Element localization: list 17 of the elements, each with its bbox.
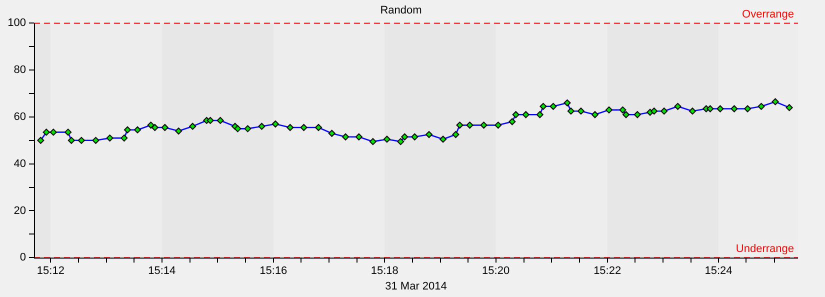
x-tick-label: 15:24 [704,265,732,278]
y-tick-label: 80 [14,64,26,76]
x-tick-label: 15:20 [482,265,510,278]
ref-line-label: Underrange [736,243,794,256]
y-tick-label: 60 [14,110,26,123]
y-tick-label: 100 [8,17,26,30]
y-tick-label: 20 [14,204,26,217]
x-axis-title: 31 Mar 2014 [385,280,447,292]
x-tick-label: 15:22 [594,265,622,278]
y-tick-label: 40 [14,158,26,170]
x-tick-label: 15:12 [36,265,64,278]
x-tick-label: 15:18 [370,265,398,278]
x-tick-label: 15:16 [260,265,288,278]
x-tick-label: 15:14 [148,265,176,278]
ref-line-label: Overrange [742,8,794,21]
chart-title: Random [380,4,422,17]
y-tick-label: 0 [20,252,26,264]
